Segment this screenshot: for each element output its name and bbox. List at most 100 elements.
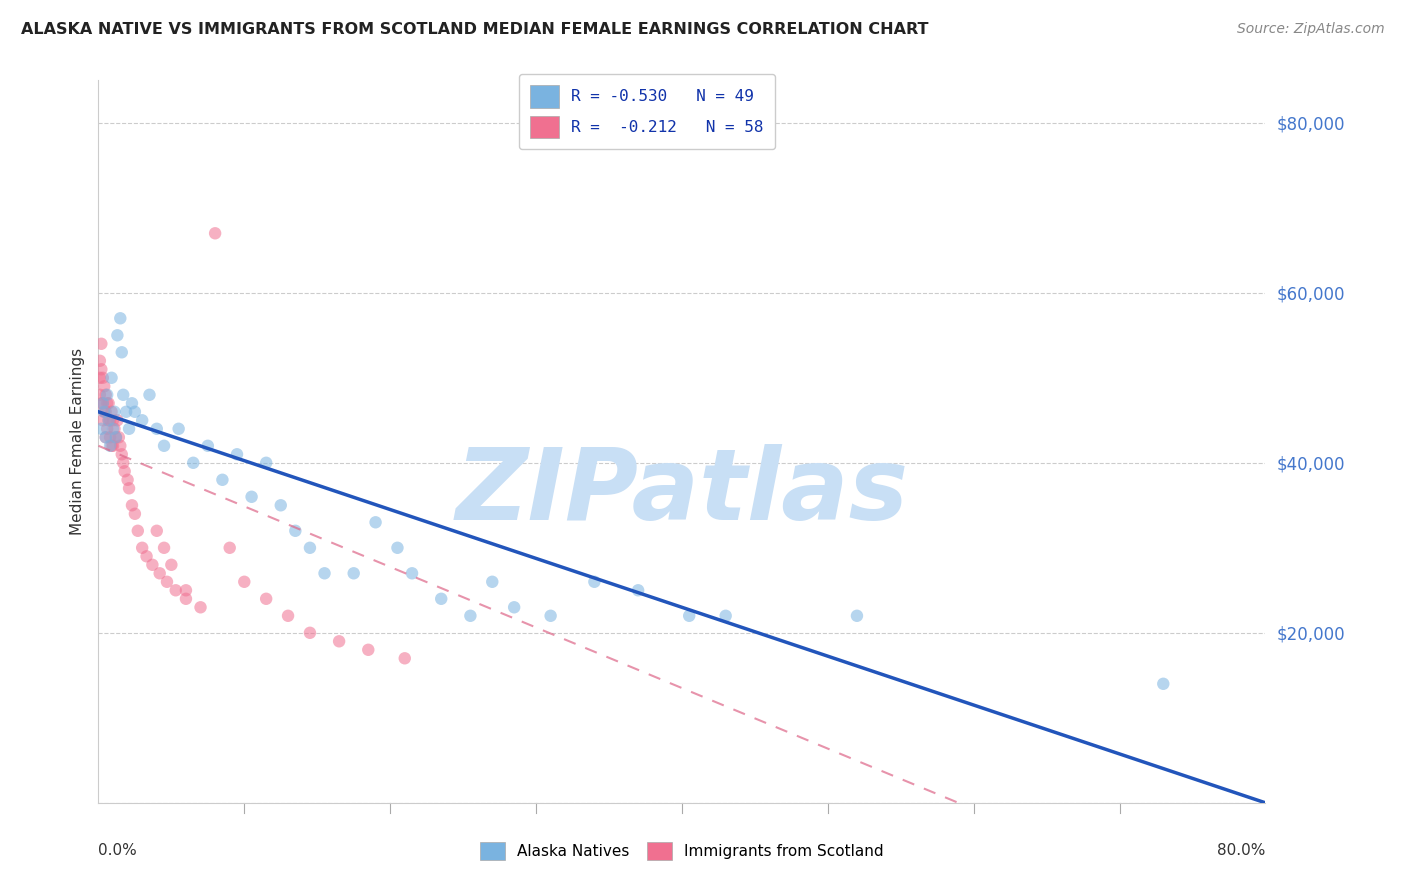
Point bbox=[627, 583, 650, 598]
Point bbox=[226, 447, 249, 461]
Text: 80.0%: 80.0% bbox=[1218, 843, 1265, 857]
Point bbox=[254, 591, 277, 606]
Point bbox=[112, 388, 135, 402]
Point bbox=[127, 524, 149, 538]
Point bbox=[430, 591, 453, 606]
Point bbox=[160, 558, 183, 572]
Point bbox=[100, 371, 122, 385]
Point bbox=[115, 405, 138, 419]
Point bbox=[131, 413, 153, 427]
Point bbox=[90, 336, 112, 351]
Point bbox=[364, 516, 387, 530]
Point bbox=[112, 456, 135, 470]
Point bbox=[91, 371, 114, 385]
Point bbox=[100, 405, 122, 419]
Point bbox=[105, 328, 128, 343]
Point bbox=[118, 422, 141, 436]
Point bbox=[97, 413, 120, 427]
Point bbox=[153, 439, 176, 453]
Point bbox=[503, 600, 526, 615]
Point bbox=[343, 566, 366, 581]
Text: 0.0%: 0.0% bbox=[98, 843, 138, 857]
Point bbox=[181, 456, 204, 470]
Point bbox=[91, 396, 114, 410]
Point bbox=[96, 396, 118, 410]
Point bbox=[156, 574, 179, 589]
Point bbox=[90, 422, 112, 436]
Text: ZIPatlas: ZIPatlas bbox=[456, 443, 908, 541]
Point bbox=[233, 574, 256, 589]
Point bbox=[146, 422, 169, 436]
Point bbox=[94, 430, 117, 444]
Point bbox=[284, 524, 307, 538]
Point bbox=[101, 439, 124, 453]
Point bbox=[104, 430, 127, 444]
Point bbox=[124, 405, 146, 419]
Point bbox=[1152, 677, 1174, 691]
Point bbox=[270, 498, 292, 512]
Point bbox=[277, 608, 299, 623]
Point bbox=[101, 413, 124, 427]
Point bbox=[211, 473, 233, 487]
Point bbox=[98, 413, 121, 427]
Point bbox=[114, 464, 136, 478]
Point bbox=[387, 541, 409, 555]
Point bbox=[167, 422, 190, 436]
Point bbox=[298, 541, 321, 555]
Point bbox=[98, 439, 121, 453]
Point bbox=[254, 456, 277, 470]
Point bbox=[91, 413, 114, 427]
Point bbox=[94, 388, 117, 402]
Point bbox=[110, 439, 132, 453]
Point bbox=[101, 422, 124, 436]
Point bbox=[174, 591, 197, 606]
Point bbox=[111, 447, 134, 461]
Point bbox=[97, 413, 120, 427]
Point bbox=[90, 396, 112, 410]
Point bbox=[174, 583, 197, 598]
Point bbox=[96, 422, 118, 436]
Point bbox=[141, 558, 163, 572]
Point bbox=[121, 498, 143, 512]
Point bbox=[93, 405, 115, 419]
Point bbox=[124, 507, 146, 521]
Point bbox=[89, 371, 111, 385]
Point bbox=[678, 608, 700, 623]
Point bbox=[846, 608, 869, 623]
Point bbox=[121, 396, 143, 410]
Point bbox=[314, 566, 336, 581]
Point bbox=[481, 574, 503, 589]
Point bbox=[93, 379, 115, 393]
Point bbox=[108, 430, 131, 444]
Point bbox=[97, 396, 120, 410]
Text: Source: ZipAtlas.com: Source: ZipAtlas.com bbox=[1237, 22, 1385, 37]
Point bbox=[218, 541, 240, 555]
Point bbox=[100, 439, 122, 453]
Point bbox=[131, 541, 153, 555]
Point bbox=[204, 227, 226, 241]
Point bbox=[153, 541, 176, 555]
Point bbox=[240, 490, 263, 504]
Point bbox=[394, 651, 416, 665]
Point bbox=[117, 473, 139, 487]
Point bbox=[197, 439, 219, 453]
Point bbox=[540, 608, 562, 623]
Point bbox=[401, 566, 423, 581]
Point bbox=[118, 481, 141, 495]
Point bbox=[357, 642, 380, 657]
Point bbox=[460, 608, 482, 623]
Point bbox=[111, 345, 134, 359]
Point bbox=[149, 566, 172, 581]
Text: ALASKA NATIVE VS IMMIGRANTS FROM SCOTLAND MEDIAN FEMALE EARNINGS CORRELATION CHA: ALASKA NATIVE VS IMMIGRANTS FROM SCOTLAN… bbox=[21, 22, 928, 37]
Point bbox=[714, 608, 737, 623]
Point bbox=[93, 405, 115, 419]
Point bbox=[105, 413, 128, 427]
Point bbox=[94, 405, 117, 419]
Point bbox=[96, 388, 118, 402]
Point bbox=[103, 405, 125, 419]
Point bbox=[583, 574, 606, 589]
Point bbox=[298, 625, 321, 640]
Point bbox=[91, 396, 114, 410]
Y-axis label: Median Female Earnings: Median Female Earnings bbox=[69, 348, 84, 535]
Point bbox=[110, 311, 132, 326]
